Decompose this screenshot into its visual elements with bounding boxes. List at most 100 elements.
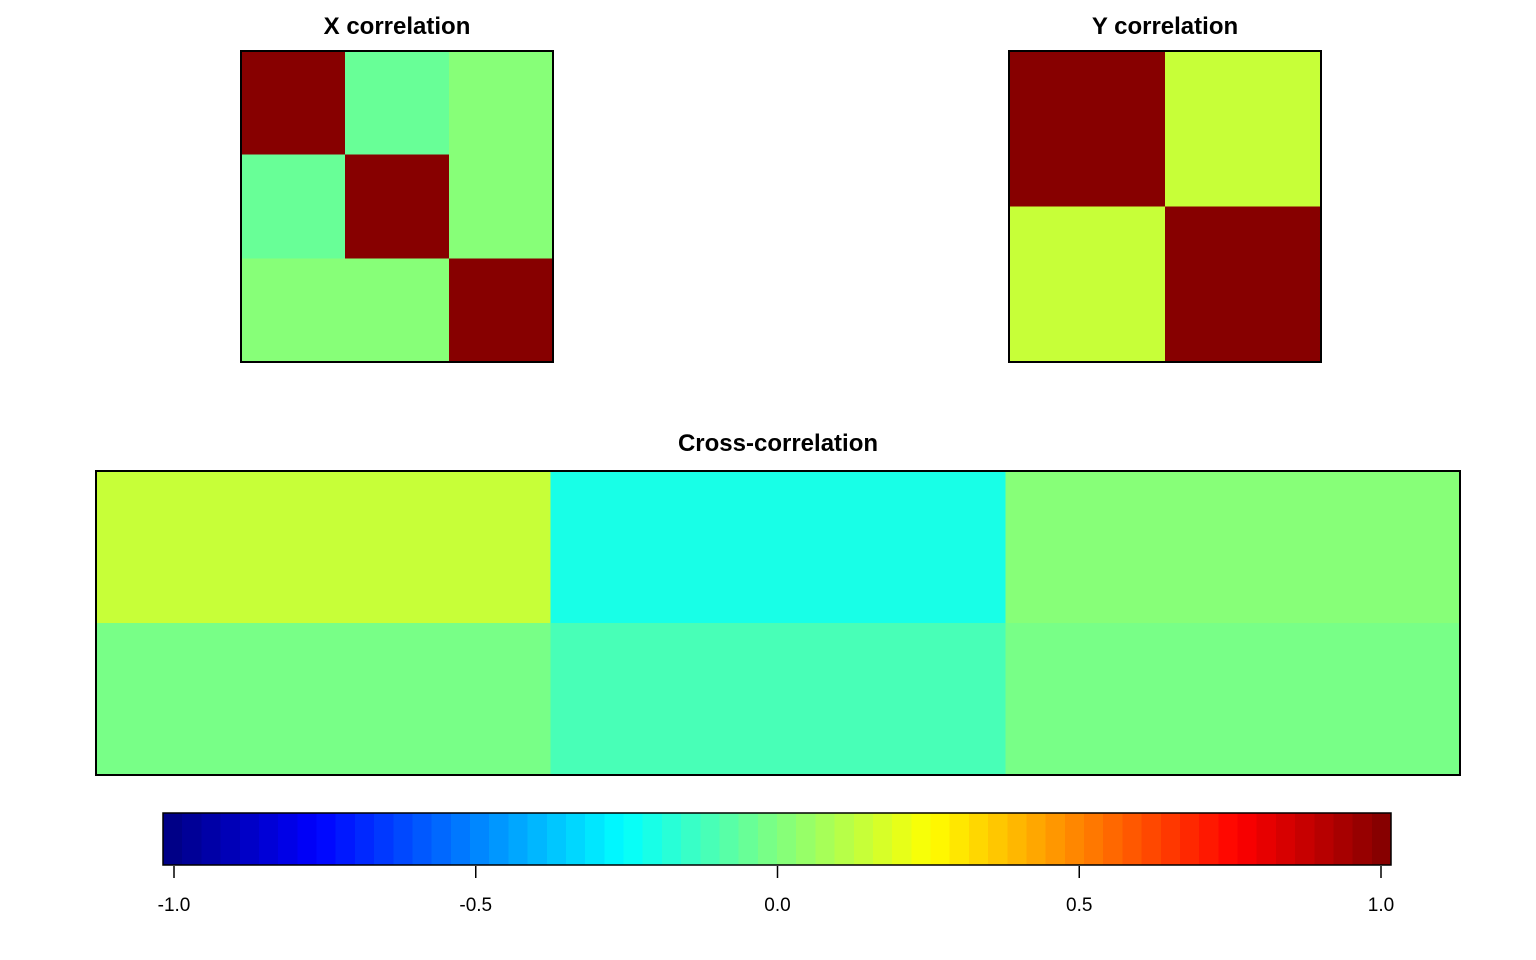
colorbar-swatch: [335, 813, 356, 865]
colorbar-swatch: [258, 813, 279, 865]
colorbar-swatch: [1103, 813, 1123, 865]
colorbar-swatch: [489, 813, 509, 865]
colorbar-swatch: [1237, 813, 1258, 865]
colorbar-swatch: [853, 813, 874, 865]
x-correlation-cell-r1-c1: [241, 51, 346, 156]
colorbar-swatch: [1256, 813, 1277, 865]
x-correlation-cell-r1-c3: [449, 51, 554, 156]
colorbar-swatch: [412, 813, 433, 865]
x-correlation-cell-r2-c3: [449, 154, 554, 259]
x-correlation-heatmap: [240, 50, 554, 363]
cross-correlation-cell-r1-c3: [1005, 471, 1461, 624]
y-correlation-cell-r2-c1: [1009, 206, 1166, 363]
colorbar-swatch: [182, 813, 202, 865]
colorbar-swatch: [719, 813, 740, 865]
colorbar-swatch: [930, 813, 951, 865]
y-correlation-cell-r1-c2: [1165, 51, 1322, 208]
colorbar-swatch: [1179, 813, 1200, 865]
colorbar-swatch: [316, 813, 337, 865]
colorbar-swatch: [604, 813, 625, 865]
y-correlation-frame: [1008, 50, 1322, 363]
colorbar-frame: [162, 812, 1392, 866]
x-correlation-cell-r3-c3: [449, 258, 554, 363]
colorbar-axis: -1.0 -0.5 0.0 0.5 1.0: [158, 866, 1394, 916]
colorbar-tick-label: 0.5: [1066, 895, 1092, 916]
colorbar-swatch: [239, 813, 260, 865]
colorbar-tick-label: -0.5: [459, 895, 492, 916]
colorbar-swatch: [1371, 813, 1392, 865]
cross-correlation-frame: [95, 470, 1461, 776]
colorbar-swatch: [642, 813, 663, 865]
colorbar-swatch: [872, 813, 893, 865]
colorbar-swatch: [565, 813, 586, 865]
y-correlation-title: Y correlation: [1092, 13, 1238, 40]
colorbar-swatch: [297, 813, 318, 865]
colorbar-swatch: [700, 813, 721, 865]
colorbar: [162, 812, 1392, 866]
colorbar-swatch: [1295, 813, 1315, 865]
colorbar-swatch: [374, 813, 394, 865]
y-correlation-heatmap: [1008, 50, 1322, 363]
colorbar-swatch: [546, 813, 567, 865]
colorbar-swatch: [1026, 813, 1047, 865]
colorbar-swatch: [681, 813, 701, 865]
x-correlation-cell-r2-c2: [345, 154, 450, 259]
colorbar-swatch: [220, 813, 241, 865]
colorbar-swatch: [1064, 813, 1085, 865]
colorbar-swatch: [1333, 813, 1354, 865]
colorbar-swatch: [450, 813, 471, 865]
colorbar-swatch: [1275, 813, 1296, 865]
cross-correlation-cell-r2-c2: [550, 623, 1006, 776]
colorbar-tick-label: 1.0: [1368, 895, 1394, 916]
colorbar-swatch: [1141, 813, 1162, 865]
colorbar-swatch: [968, 813, 989, 865]
colorbar-swatch: [431, 813, 452, 865]
colorbar-swatch: [988, 813, 1008, 865]
colorbar-tick-label: 0.0: [764, 895, 790, 916]
colorbar-swatch: [527, 813, 548, 865]
y-correlation-cell-r1-c1: [1009, 51, 1166, 208]
cross-correlation-heatmap: [95, 470, 1461, 776]
colorbar-swatch: [470, 813, 490, 865]
x-correlation-cell-r2-c1: [241, 154, 346, 259]
colorbar-swatch: [163, 813, 183, 865]
colorbar-swatch: [815, 813, 836, 865]
colorbar-swatch: [1122, 813, 1143, 865]
colorbar-swatch: [354, 813, 375, 865]
colorbar-swatch: [777, 813, 797, 865]
colorbar-swatch: [796, 813, 816, 865]
colorbar-swatch: [201, 813, 222, 865]
colorbar-swatch: [1218, 813, 1239, 865]
x-correlation-cell-r3-c2: [345, 258, 450, 363]
colorbar-swatch: [661, 813, 682, 865]
x-correlation-frame: [240, 50, 554, 363]
colorbar-swatch: [623, 813, 644, 865]
colorbar-swatch: [1045, 813, 1066, 865]
colorbar-swatch: [585, 813, 605, 865]
x-correlation-cell-r3-c1: [241, 258, 346, 363]
cross-correlation-cell-r1-c1: [96, 471, 552, 624]
colorbar-swatch: [834, 813, 855, 865]
colorbar-swatch: [911, 813, 932, 865]
cross-correlation-cell-r2-c1: [96, 623, 552, 776]
colorbar-swatch: [1352, 813, 1373, 865]
y-correlation-cell-r2-c2: [1165, 206, 1322, 363]
x-correlation-cell-r1-c2: [345, 51, 450, 156]
cross-correlation-title: Cross-correlation: [678, 430, 878, 457]
colorbar-swatch: [757, 813, 778, 865]
x-correlation-title: X correlation: [324, 13, 471, 40]
colorbar-swatch: [1199, 813, 1219, 865]
colorbar-swatch: [1314, 813, 1335, 865]
colorbar-swatch: [892, 813, 912, 865]
cross-correlation-cell-r2-c3: [1005, 623, 1461, 776]
colorbar-swatch: [949, 813, 970, 865]
colorbar-tick-label: -1.0: [158, 895, 191, 916]
colorbar-swatch: [1160, 813, 1181, 865]
colorbar-swatch: [1007, 813, 1028, 865]
colorbar-swatch: [738, 813, 759, 865]
colorbar-swatch: [278, 813, 298, 865]
cross-correlation-cell-r1-c2: [550, 471, 1006, 624]
colorbar-swatch: [393, 813, 414, 865]
colorbar-swatch: [1084, 813, 1104, 865]
